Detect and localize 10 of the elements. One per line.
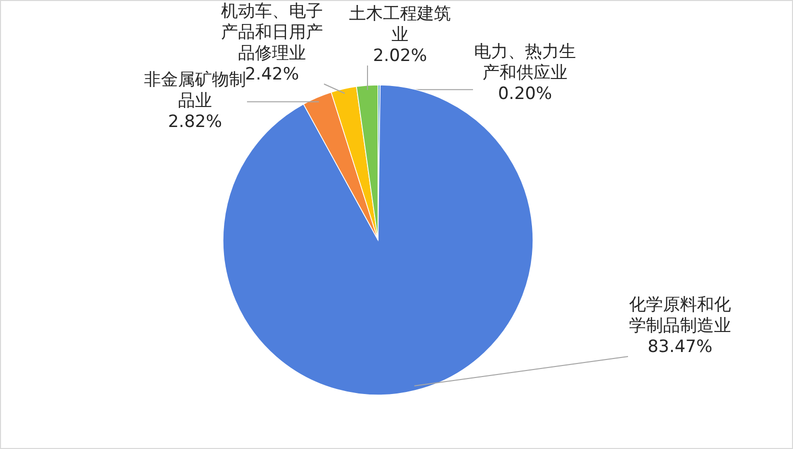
slice-label: 电力、热力生产和供应业 [474,42,576,83]
slice-label: 土木工程建筑业 [349,4,451,45]
slice-label: 机动车、电子产品和日用产品修理业 [221,2,323,64]
slice-label: 非金属矿物制品业 [144,70,246,111]
slice-label: 化学原料和化学制品制造业 [629,295,731,336]
data-label: 2.42% [244,64,300,84]
data-label: 2.82% [168,112,222,132]
data-label: 83.47% [648,337,712,357]
data-label: 2.02% [372,46,428,66]
data-label: 0.20% [498,84,552,104]
